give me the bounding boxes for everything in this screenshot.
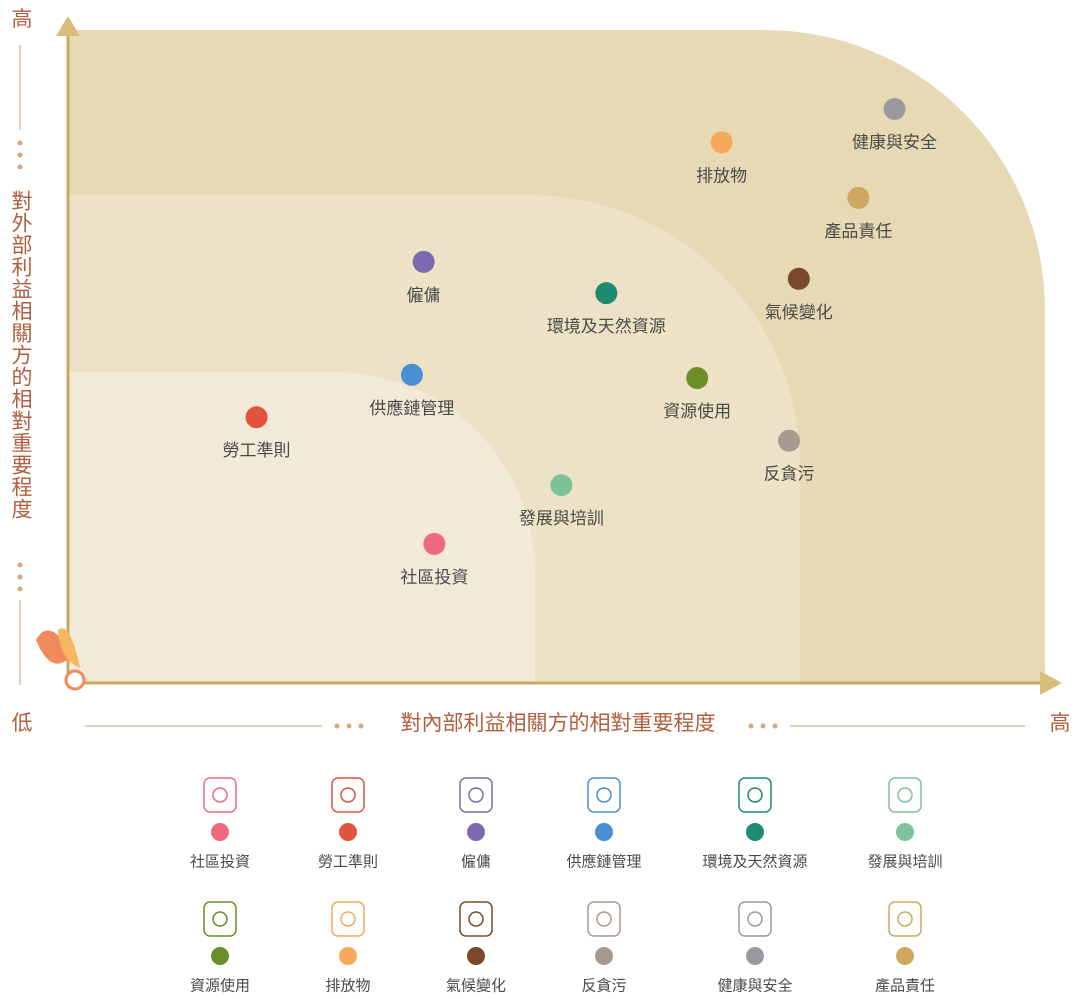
legend-icon-detail [897,787,913,803]
legend-icon-detail [747,911,763,927]
legend-marker [595,823,613,841]
legend-marker [211,947,229,965]
point [595,282,618,305]
point [787,267,810,290]
legend-icon-detail [340,787,356,803]
legend-icon-detail [897,911,913,927]
x-axis-label: 對內部利益相關方的相對重要程度 [401,711,716,735]
legend-marker [595,947,613,965]
point [686,367,709,390]
y-arrow [56,16,80,36]
legend-label: 氣候變化 [446,977,506,995]
x-arrow [1040,671,1062,695]
legend-label: 資源使用 [190,977,250,995]
point [245,406,268,429]
legend-marker [896,823,914,841]
point [778,429,801,452]
legend-icon [331,777,365,813]
legend-label: 健康與安全 [717,977,792,995]
legend-marker [896,947,914,965]
legend-marker [467,947,485,965]
point [883,98,906,121]
legend-label: 供應鏈管理 [566,853,641,871]
legend-icon-detail [596,911,612,927]
legend-icon [331,901,365,937]
legend-icon-detail [340,911,356,927]
legend-icon [738,901,772,937]
x-dots [334,723,778,729]
legend-icon-detail [596,787,612,803]
point-label: 社區投資 [400,568,468,588]
legend-label: 產品責任 [875,977,935,995]
legend-marker [467,823,485,841]
legend-icon-detail [212,911,228,927]
legend-icon [459,901,493,937]
point-label: 產品責任 [824,222,892,242]
legend-label: 環境及天然資源 [702,853,807,871]
legend-icon [587,901,621,937]
legend-marker [339,947,357,965]
legend-icon-detail [468,911,484,927]
legend-icon [587,777,621,813]
point-label: 環境及天然資源 [547,317,666,337]
point-label: 僱傭 [407,286,441,306]
legend-marker [746,823,764,841]
legend-label: 勞工準則 [318,853,378,871]
zone-low [68,372,535,683]
point [710,131,733,154]
legend-marker [211,823,229,841]
corner-leaf [36,628,86,691]
point-label: 排放物 [696,166,747,186]
legend-label: 反貪污 [581,977,626,995]
point-label: 健康與安全 [852,133,937,153]
y-high-label: 高 [12,7,33,31]
point [400,363,423,386]
point-label: 氣候變化 [765,303,833,323]
legend-icon [203,901,237,937]
legend-icon [888,777,922,813]
legend-label: 發展與培訓 [867,853,942,871]
point-label: 發展與培訓 [519,509,604,529]
legend-icon-detail [747,787,763,803]
x-high-label: 高 [1050,711,1071,735]
point [550,474,573,497]
point-label: 反貪污 [764,464,815,485]
legend-icon [738,777,772,813]
point-label: 供應鏈管理 [369,398,454,419]
legend-label: 社區投資 [190,853,250,871]
legend-icon-detail [468,787,484,803]
legend-label: 僱傭 [461,853,491,871]
legend-icon [203,777,237,813]
y-dots [17,140,23,592]
legend-icon-detail [212,787,228,803]
origin-label: 低 [12,711,33,735]
point [423,532,446,555]
legend-marker [746,947,764,965]
point [847,186,870,209]
legend-icon [888,901,922,937]
point-label: 勞工準則 [223,441,291,461]
legend-label: 排放物 [325,977,370,995]
point-label: 資源使用 [663,401,731,422]
legend-icon [459,777,493,813]
y-axis-label: 對外部利益相關方的相對重要程度 [9,190,33,520]
legend-marker [339,823,357,841]
point [412,250,435,273]
